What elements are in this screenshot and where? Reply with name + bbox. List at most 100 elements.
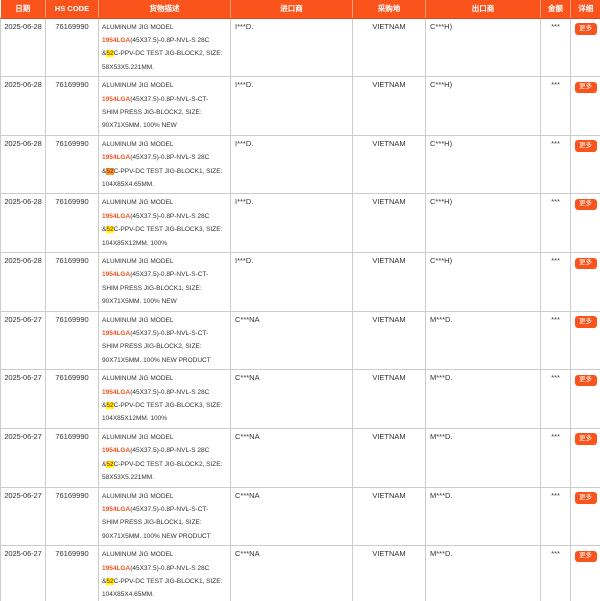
table-row: 2025-06-27 76169990 ALUMINUM JIG MODEL 1… (0, 486, 600, 547)
description-text-segment: ALUMINUM JIG MODEL (102, 316, 174, 324)
table-row: 2025-06-28 76169990 ALUMINUM JIG MODEL 1… (0, 17, 600, 78)
amount-cell: *** (540, 486, 571, 547)
importer-cell: I***D. (230, 17, 353, 78)
column-header-description: 货物描述 (98, 0, 231, 19)
exporter-cell: C***H) (425, 17, 541, 78)
amount-cell: *** (540, 134, 571, 195)
description-text-segment: C-PPV-DC TEST JIG-BLOCK3, SIZE: 104X85X1… (102, 226, 223, 247)
date-cell: 2025-06-27 (0, 545, 46, 601)
date-cell: 2025-06-28 (0, 193, 46, 253)
date-cell: 2025-06-28 (0, 17, 46, 78)
detail-more-button[interactable]: 更多 (574, 374, 597, 387)
description-text: ALUMINUM JIG MODEL 1954LGA(45X37.5)-0.8P… (102, 196, 227, 250)
table-row: 2025-06-27 76169990 ALUMINUM JIG MODEL 1… (0, 369, 600, 429)
keyword-highlight: 1954LGA (102, 505, 131, 513)
description-text-segment: ALUMINUM JIG MODEL (102, 23, 174, 31)
date-cell: 2025-06-27 (0, 369, 46, 429)
keyword-highlight: 1954LGA (102, 564, 131, 572)
amount-cell: *** (540, 252, 571, 312)
keyword-highlight: 1954LGA (102, 330, 131, 338)
description-cell: ALUMINUM JIG MODEL 1954LGA(45X37.5)-0.8P… (98, 545, 231, 601)
exporter-cell: M***D. (425, 486, 541, 547)
table-body: 2025-06-28 76169990 ALUMINUM JIG MODEL 1… (0, 17, 600, 601)
exporter-cell: C***H) (425, 76, 541, 136)
description-cell: ALUMINUM JIG MODEL 1954LGA(45X37.5)-0.8P… (98, 134, 231, 195)
detail-more-button[interactable]: 更多 (574, 198, 597, 211)
date-cell: 2025-06-28 (0, 252, 46, 312)
hs-code-cell: 76169990 (45, 427, 99, 488)
importer-cell: C***NA (230, 310, 353, 371)
description-text-segment: C-PPV-DC TEST JIG-BLOCK2, SIZE: 58X53X5.… (102, 460, 223, 482)
detail-more-button[interactable]: 更多 (574, 23, 597, 35)
column-header-detail: 详细 (570, 0, 600, 19)
importer-cell: C***NA (230, 369, 353, 429)
purchase-place-cell: VIETNAM (352, 252, 426, 312)
detail-cell: 更多 (570, 369, 600, 429)
hs-code-cell: 76169990 (45, 545, 99, 601)
description-text-segment: (45X37.5)-0.8P-NVL-S 28C & (102, 388, 210, 410)
description-text-segment: C-PPV-DC TEST JIG-BLOCK1, SIZE: 104X85X4… (102, 167, 223, 188)
keyword-highlight: 1954LGA (102, 447, 131, 455)
importer-cell: I***D. (230, 252, 353, 312)
hs-code-cell: 76169990 (45, 193, 99, 253)
detail-cell: 更多 (570, 486, 600, 547)
detail-more-button[interactable]: 更多 (574, 433, 597, 445)
description-text-segment: C-PPV-DC TEST JIG-BLOCK1, SIZE: 104X85X4… (102, 577, 223, 599)
detail-more-button[interactable]: 更多 (574, 140, 597, 152)
description-cell: ALUMINUM JIG MODEL 1954LGA(45X37.5)-0.8P… (98, 17, 231, 78)
purchase-place-cell: VIETNAM (352, 134, 426, 195)
description-text: ALUMINUM JIG MODEL 1954LGA(45X37.5)-0.8P… (102, 490, 227, 544)
description-text-segment: ALUMINUM JIG MODEL (102, 258, 174, 265)
detail-cell: 更多 (570, 252, 600, 312)
search-match-highlight: 52 (106, 460, 114, 468)
importer-cell: C***NA (230, 427, 353, 488)
detail-more-button[interactable]: 更多 (574, 316, 597, 328)
table-row: 2025-06-28 76169990 ALUMINUM JIG MODEL 1… (0, 252, 600, 312)
detail-cell: 更多 (570, 310, 600, 371)
description-text-segment: C-PPV-DC TEST JIG-BLOCK2, SIZE: 58X53X5.… (102, 50, 223, 71)
table-row: 2025-06-27 76169990 ALUMINUM JIG MODEL 1… (0, 310, 600, 371)
detail-more-button[interactable]: 更多 (574, 257, 597, 269)
description-text-segment: (45X37.5)-0.8P-NVL-S 28C & (102, 564, 210, 585)
column-header-importer: 进口商 (230, 0, 353, 19)
amount-cell: *** (540, 369, 571, 429)
purchase-place-cell: VIETNAM (352, 193, 426, 253)
date-cell: 2025-06-27 (0, 486, 46, 547)
description-text-segment: ALUMINUM JIG MODEL (102, 492, 174, 500)
importer-cell: C***NA (230, 486, 353, 547)
exporter-cell: C***H) (425, 252, 541, 312)
detail-more-button[interactable]: 更多 (574, 81, 597, 94)
detail-cell: 更多 (570, 427, 600, 488)
detail-cell: 更多 (570, 193, 600, 253)
description-text: ALUMINUM JIG MODEL 1954LGA(45X37.5)-0.8P… (102, 255, 227, 309)
description-text-segment: ALUMINUM JIG MODEL (102, 375, 174, 383)
keyword-highlight: 1954LGA (102, 388, 131, 396)
keyword-highlight: 1954LGA (102, 271, 131, 279)
hs-code-cell: 76169990 (45, 486, 99, 547)
description-text: ALUMINUM JIG MODEL 1954LGA(45X37.5)-0.8P… (102, 79, 227, 133)
purchase-place-cell: VIETNAM (352, 76, 426, 136)
purchase-place-cell: VIETNAM (352, 369, 426, 429)
date-cell: 2025-06-27 (0, 427, 46, 488)
description-text-segment: ALUMINUM JIG MODEL (102, 140, 174, 148)
description-text-segment: (45X37.5)-0.8P-NVL-S 28C & (102, 212, 210, 234)
detail-more-button[interactable]: 更多 (574, 550, 597, 563)
importer-cell: I***D. (230, 134, 353, 195)
hs-code-cell: 76169990 (45, 17, 99, 78)
description-text-segment: (45X37.5)-0.8P-NVL-S 28C & (102, 36, 210, 58)
description-text-segment: (45X37.5)-0.8P-NVL-S-CT- SHIM PRESS JIG-… (102, 505, 211, 540)
detail-cell: 更多 (570, 17, 600, 78)
exporter-cell: C***H) (425, 134, 541, 195)
description-text: ALUMINUM JIG MODEL 1954LGA(45X37.5)-0.8P… (102, 138, 227, 192)
description-text: ALUMINUM JIG MODEL 1954LGA(45X37.5)-0.8P… (102, 431, 227, 485)
exporter-cell: C***H) (425, 193, 541, 253)
detail-more-button[interactable]: 更多 (574, 492, 597, 504)
keyword-highlight: 1954LGA (102, 212, 131, 220)
description-text: ALUMINUM JIG MODEL 1954LGA(45X37.5)-0.8P… (102, 548, 227, 601)
search-match-highlight: 52 (106, 577, 114, 585)
description-text-segment: (45X37.5)-0.8P-NVL-S-CT- SHIM PRESS JIG-… (102, 95, 209, 130)
date-cell: 2025-06-28 (0, 134, 46, 195)
description-text-segment: C-PPV-DC TEST JIG-BLOCK3, SIZE: 104X85X1… (102, 402, 223, 423)
description-cell: ALUMINUM JIG MODEL 1954LGA(45X37.5)-0.8P… (98, 252, 231, 312)
